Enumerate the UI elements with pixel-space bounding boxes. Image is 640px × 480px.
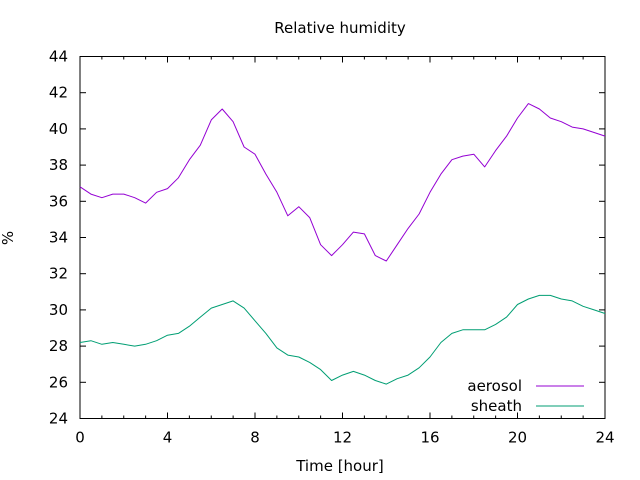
x-tick-label: 20 <box>508 429 527 447</box>
y-tick-label: 34 <box>49 229 68 247</box>
x-tick-label: 16 <box>420 429 439 447</box>
y-tick-label: 24 <box>49 410 68 428</box>
x-tick-label: 24 <box>595 429 614 447</box>
y-tick-label: 40 <box>49 120 68 138</box>
chart-title: Relative humidity <box>274 19 406 37</box>
x-tick-label: 8 <box>250 429 260 447</box>
y-tick-label: 30 <box>49 301 68 319</box>
series-line-aerosol <box>79 103 606 262</box>
x-tick-label: 12 <box>333 429 352 447</box>
y-tick-label: 42 <box>49 84 68 102</box>
legend-label-sheath: sheath <box>471 397 522 415</box>
x-tick-label: 0 <box>75 429 85 447</box>
series-line-sheath <box>79 294 606 385</box>
legend-label-aerosol: aerosol <box>467 377 522 395</box>
axis-ticks: 0 4 8 12 16 20 24 24 26 28 30 32 34 36 38 40 42 44 <box>49 48 615 447</box>
y-tick-label: 28 <box>49 337 68 355</box>
legend: aerosol sheath <box>467 377 584 415</box>
y-tick-label: 38 <box>49 156 68 174</box>
data-lines <box>79 103 606 385</box>
y-tick-label: 32 <box>49 265 68 283</box>
x-tick-label: 4 <box>163 429 173 447</box>
y-tick-label: 26 <box>49 373 68 391</box>
y-tick-label: 44 <box>49 48 68 66</box>
plot-frame <box>79 56 606 419</box>
y-axis-label: % <box>0 231 17 245</box>
x-axis-label: Time [hour] <box>295 457 384 475</box>
y-tick-label: 36 <box>49 192 68 210</box>
